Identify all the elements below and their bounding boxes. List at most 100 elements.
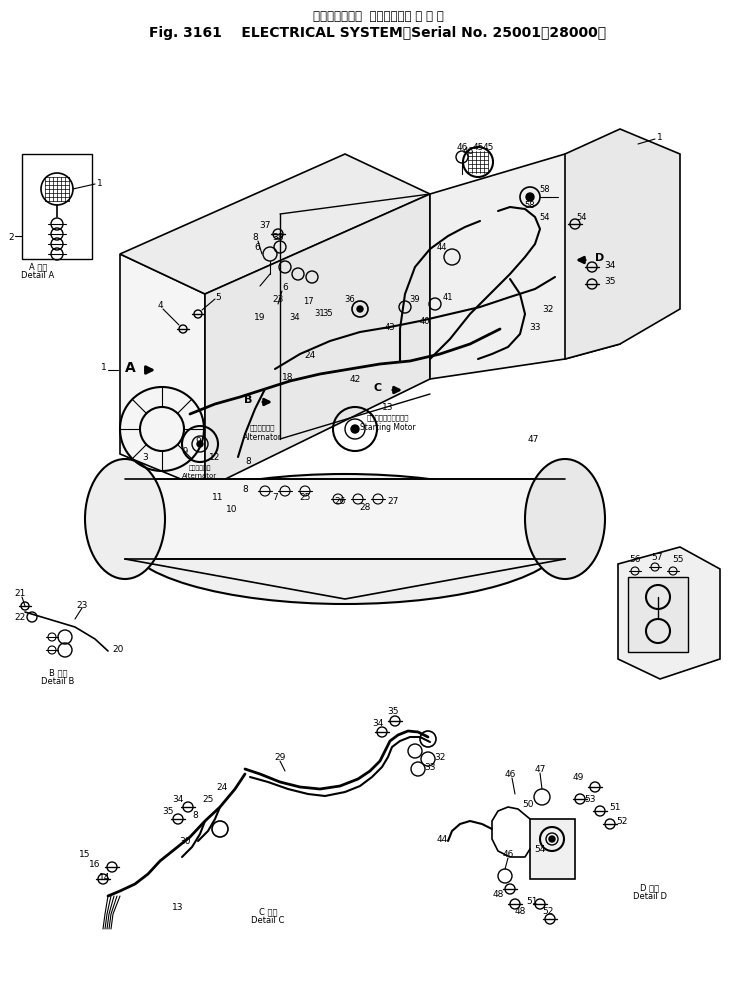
Text: 34: 34	[604, 260, 615, 269]
Text: A: A	[125, 361, 135, 375]
Text: 51: 51	[609, 802, 621, 811]
Text: Detail C: Detail C	[251, 916, 285, 925]
Text: 52: 52	[542, 907, 553, 916]
Text: 34: 34	[372, 718, 384, 727]
Text: 24: 24	[305, 350, 315, 359]
Text: 7: 7	[272, 493, 278, 502]
Text: 25: 25	[203, 794, 214, 803]
Text: Alternator: Alternator	[182, 472, 218, 478]
Text: 48: 48	[492, 890, 503, 899]
Text: 36: 36	[345, 295, 355, 304]
Text: 50: 50	[522, 799, 534, 808]
Text: 47: 47	[528, 435, 539, 444]
Polygon shape	[565, 129, 680, 360]
Text: 34: 34	[172, 794, 184, 803]
Text: 19: 19	[254, 313, 266, 322]
Ellipse shape	[525, 459, 605, 580]
Circle shape	[351, 425, 359, 433]
Text: Detail B: Detail B	[42, 676, 75, 685]
Text: 35: 35	[163, 806, 174, 815]
Text: 46: 46	[504, 769, 516, 778]
Text: 34: 34	[290, 313, 300, 322]
Bar	[530, 819, 575, 879]
Text: 6: 6	[254, 243, 260, 251]
Text: 54: 54	[540, 214, 550, 223]
Text: 23: 23	[272, 295, 284, 304]
Text: 45: 45	[472, 143, 484, 152]
Text: 9: 9	[195, 437, 201, 446]
Text: 42: 42	[349, 375, 361, 384]
Text: 2: 2	[8, 233, 14, 242]
Ellipse shape	[85, 459, 165, 580]
Text: 58: 58	[525, 201, 535, 210]
Text: 52: 52	[616, 816, 627, 825]
Text: 8: 8	[252, 234, 258, 243]
Text: 14: 14	[99, 873, 110, 882]
Text: 41: 41	[443, 293, 454, 302]
Text: 46: 46	[463, 147, 474, 156]
Text: 8: 8	[245, 457, 251, 466]
Text: 51: 51	[526, 897, 538, 906]
Text: 1: 1	[101, 363, 107, 372]
Text: 1: 1	[657, 133, 663, 142]
Text: 47: 47	[534, 764, 546, 773]
Text: 18: 18	[282, 373, 294, 382]
Text: 9: 9	[182, 447, 187, 456]
Text: 33: 33	[424, 762, 435, 771]
Text: 40: 40	[420, 317, 430, 326]
Text: 5: 5	[215, 292, 221, 301]
Text: 13: 13	[172, 903, 184, 912]
Text: 16: 16	[89, 860, 101, 869]
Text: 35: 35	[323, 308, 333, 317]
Text: D 詳細: D 詳細	[640, 883, 659, 892]
Text: 46: 46	[502, 850, 513, 859]
Text: 28: 28	[359, 503, 370, 512]
Text: 45: 45	[482, 143, 494, 152]
Text: 53: 53	[584, 794, 596, 803]
Text: 44: 44	[436, 834, 448, 844]
Text: 11: 11	[212, 493, 224, 502]
Text: 54: 54	[577, 214, 587, 223]
Polygon shape	[120, 154, 430, 295]
Polygon shape	[430, 154, 620, 379]
Text: 54: 54	[534, 845, 546, 854]
Text: エレクトリカル  システム（適 用 号 機: エレクトリカル システム（適 用 号 機	[313, 10, 443, 23]
Text: 22: 22	[14, 612, 26, 621]
Text: 27: 27	[387, 497, 398, 506]
Circle shape	[197, 441, 203, 447]
Text: Fig. 3161    ELECTRICAL SYSTEM（Serial No. 25001～28000）: Fig. 3161 ELECTRICAL SYSTEM（Serial No. 2…	[150, 26, 606, 40]
Text: 46: 46	[457, 143, 468, 152]
Text: 29: 29	[274, 752, 286, 761]
Text: 32: 32	[434, 752, 446, 761]
Circle shape	[549, 837, 555, 843]
Text: 35: 35	[387, 707, 398, 716]
Text: 30: 30	[179, 837, 191, 846]
Text: スターティングモータ: スターティングモータ	[367, 414, 409, 421]
Text: 57: 57	[651, 553, 663, 562]
Bar	[125, 479, 565, 560]
Text: 32: 32	[542, 305, 553, 314]
Text: 43: 43	[385, 323, 395, 332]
Text: 38: 38	[272, 234, 284, 243]
Text: 3: 3	[142, 453, 148, 462]
Text: 25: 25	[299, 493, 311, 502]
Text: 8: 8	[242, 485, 248, 494]
Circle shape	[357, 307, 363, 313]
Text: 10: 10	[226, 505, 237, 514]
Text: 23: 23	[76, 600, 88, 609]
Text: 55: 55	[672, 555, 683, 564]
Text: 35: 35	[604, 277, 615, 286]
Text: 4: 4	[157, 301, 163, 310]
Text: 58: 58	[540, 186, 550, 195]
Text: B 詳細: B 詳細	[48, 668, 67, 677]
Text: C 詳細: C 詳細	[259, 907, 277, 916]
Text: 44: 44	[437, 244, 448, 252]
Polygon shape	[205, 195, 430, 489]
Bar	[628, 578, 688, 652]
Text: 17: 17	[302, 297, 313, 306]
Text: オルタネータ: オルタネータ	[249, 424, 274, 431]
Text: Starting Motor: Starting Motor	[360, 423, 416, 432]
Text: Detail D: Detail D	[633, 892, 667, 901]
Circle shape	[526, 194, 534, 202]
Text: Alternator: Alternator	[243, 433, 281, 442]
